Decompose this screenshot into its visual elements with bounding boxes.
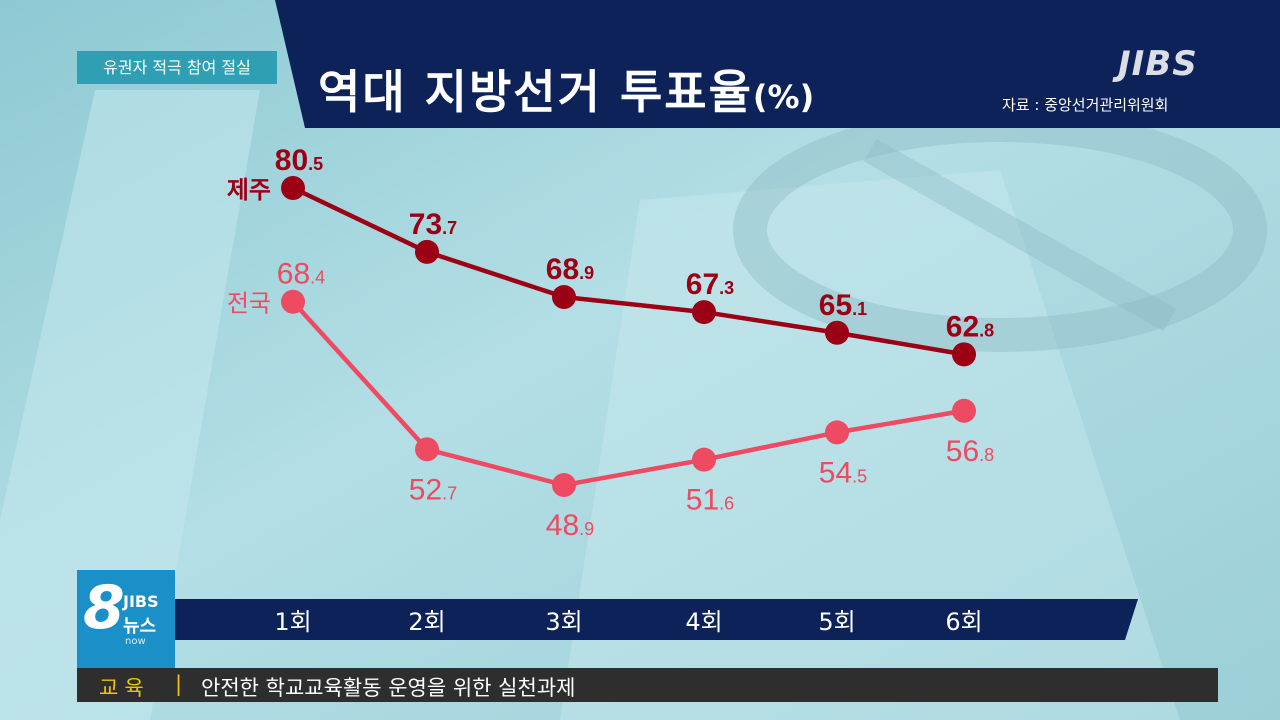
x-tick-label: 2회 (408, 608, 446, 636)
data-label: 54.5 (819, 456, 867, 489)
data-label: 65.1 (819, 289, 867, 322)
source-note: 자료 : 중앙선거관리위원회 (1002, 96, 1169, 114)
news-logo: 8 JIBS 뉴스 now (77, 570, 175, 668)
series-line-1 (291, 300, 965, 488)
data-label: 52.7 (409, 473, 457, 506)
page-title: 역대 지방선거 투표율(%) (318, 56, 814, 122)
x-tick-label: 4회 (685, 608, 723, 636)
data-label: 51.6 (686, 484, 734, 517)
data-point (552, 285, 576, 310)
title-text: 역대 지방선거 투표율 (318, 65, 753, 119)
news-name: 뉴스 (123, 616, 157, 637)
data-label: 56.8 (946, 435, 994, 468)
news-number: 8 (83, 573, 125, 643)
data-label: 73.7 (409, 208, 457, 241)
data-point (692, 300, 716, 325)
data-label: 67.3 (686, 268, 734, 301)
news-brand: JIBS (123, 592, 159, 611)
data-label: 80.5 (275, 144, 323, 177)
topic-tag: 유권자 적극 참여 절실 (77, 51, 277, 84)
ticker-text: 안전한 학교교육활동 운영을 위한 실천과제 (201, 676, 576, 700)
data-label: 68.4 (277, 258, 325, 291)
ticker-category: 교육 (99, 676, 150, 700)
news-ticker: 교육 | 안전한 학교교육활동 운영을 위한 실천과제 (77, 668, 1218, 702)
title-unit: (%) (752, 78, 815, 116)
x-tick-label: 3회 (545, 608, 583, 636)
x-tick-label: 6회 (945, 608, 983, 636)
data-label: 48.9 (546, 509, 594, 542)
data-point (952, 342, 976, 367)
data-point (552, 473, 576, 498)
data-label: 68.9 (546, 253, 594, 286)
data-point (692, 447, 716, 472)
data-point (415, 437, 439, 462)
series-name-label: 제주 (227, 177, 271, 204)
data-point (952, 398, 976, 423)
data-point (415, 239, 439, 264)
ticker-separator: | (175, 672, 183, 696)
news-sub: now (125, 636, 146, 647)
data-point (281, 176, 305, 200)
data-label: 62.8 (946, 310, 994, 343)
title-band (275, 0, 1280, 128)
series-line-0 (292, 185, 965, 357)
data-point (281, 289, 305, 314)
data-point (825, 320, 849, 345)
series-name-label: 전국 (227, 291, 271, 318)
x-tick-label: 1회 (274, 608, 312, 636)
x-tick-label: 5회 (818, 608, 856, 636)
data-point (825, 420, 849, 445)
station-logo: JIBS (1118, 44, 1198, 84)
